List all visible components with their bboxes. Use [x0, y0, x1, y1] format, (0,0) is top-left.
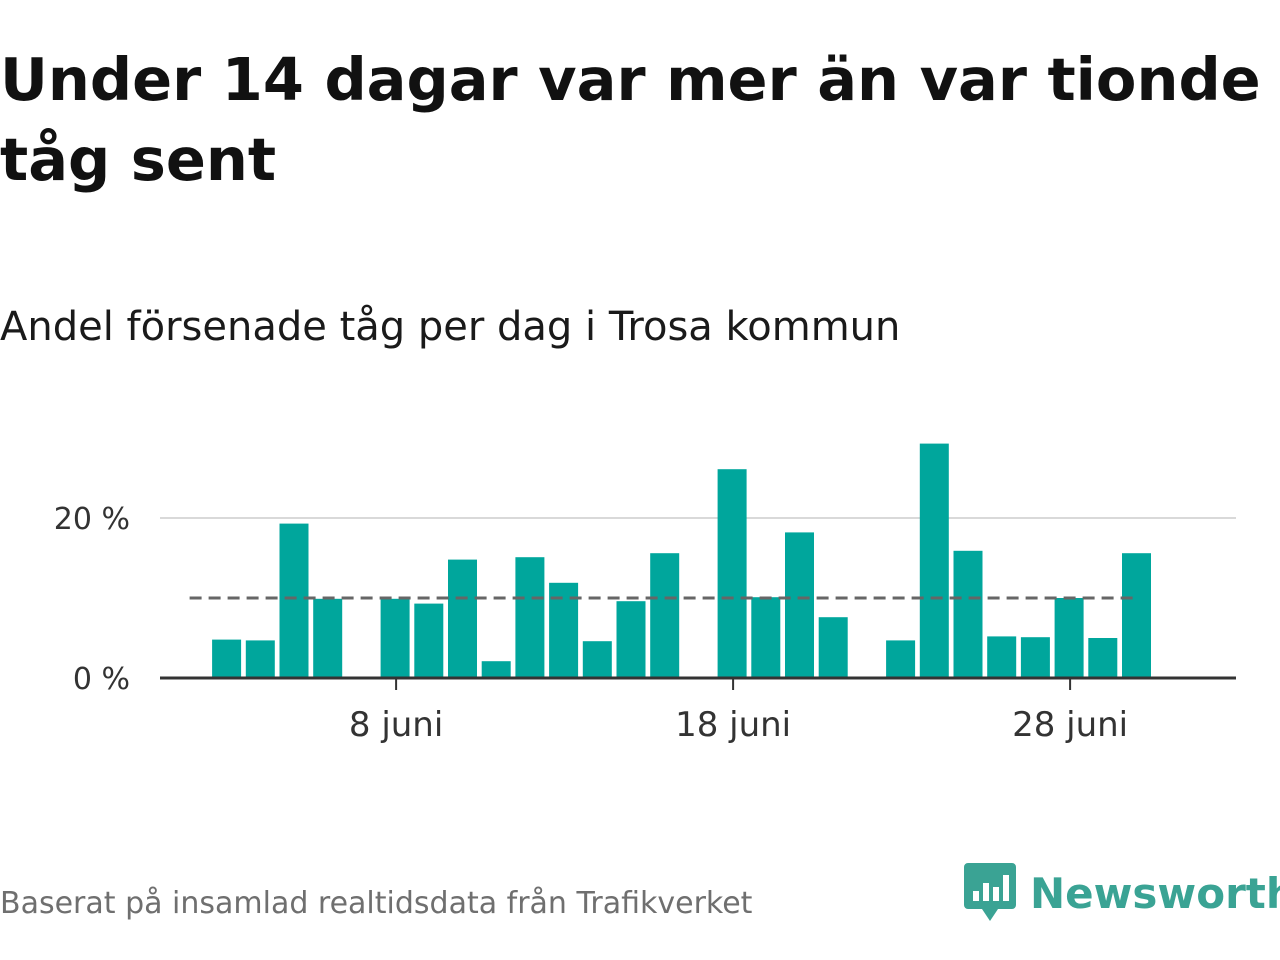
bar-day-19 — [751, 597, 781, 678]
bar-day-15 — [616, 601, 646, 678]
x-tick-label-28: 28 juni — [1012, 705, 1128, 745]
bar-day-12 — [515, 557, 545, 678]
brand-name: Newsworthy — [1030, 869, 1280, 918]
bar-day-4 — [245, 640, 275, 678]
bar-day-9 — [414, 603, 444, 678]
bar-chart: 0 % 20 % 8 juni 18 juni 28 juni — [54, 443, 1236, 745]
bar-day-20 — [785, 532, 814, 678]
bar-day-3 — [212, 639, 242, 678]
bar-day-16 — [650, 553, 680, 678]
source-note: Baserat på insamlad realtidsdata från Tr… — [0, 886, 753, 921]
bar-day-11 — [481, 661, 511, 678]
x-tick-label-18: 18 juni — [675, 705, 791, 745]
bar-day-14 — [582, 641, 612, 678]
brand-logo-group: Newsworthy — [964, 862, 1280, 926]
bar-day-24 — [919, 443, 949, 678]
bar-day-28 — [1054, 598, 1084, 678]
bar-day-5 — [279, 523, 309, 678]
y-tick-label-20: 20 % — [54, 502, 130, 537]
bar-day-29 — [1088, 638, 1118, 678]
bar-day-27 — [1020, 637, 1050, 678]
chart-title: Under 14 dagar var mer än var tionde tåg… — [0, 45, 1261, 194]
bar-day-8 — [380, 598, 410, 678]
bar-day-23 — [886, 640, 916, 678]
bar-day-30 — [1122, 553, 1151, 678]
bar-day-21 — [818, 617, 848, 678]
newsworthy-logo-icon — [964, 863, 1016, 921]
bar-day-10 — [448, 559, 477, 678]
chart-subtitle: Andel försenade tåg per dag i Trosa komm… — [0, 304, 901, 350]
bar-day-26 — [987, 636, 1017, 678]
bar-day-25 — [953, 550, 983, 678]
x-tick-label-8: 8 juni — [349, 705, 443, 745]
bar-day-18 — [717, 469, 747, 678]
bar-day-6 — [313, 598, 343, 678]
y-tick-label-0: 0 % — [73, 662, 130, 697]
